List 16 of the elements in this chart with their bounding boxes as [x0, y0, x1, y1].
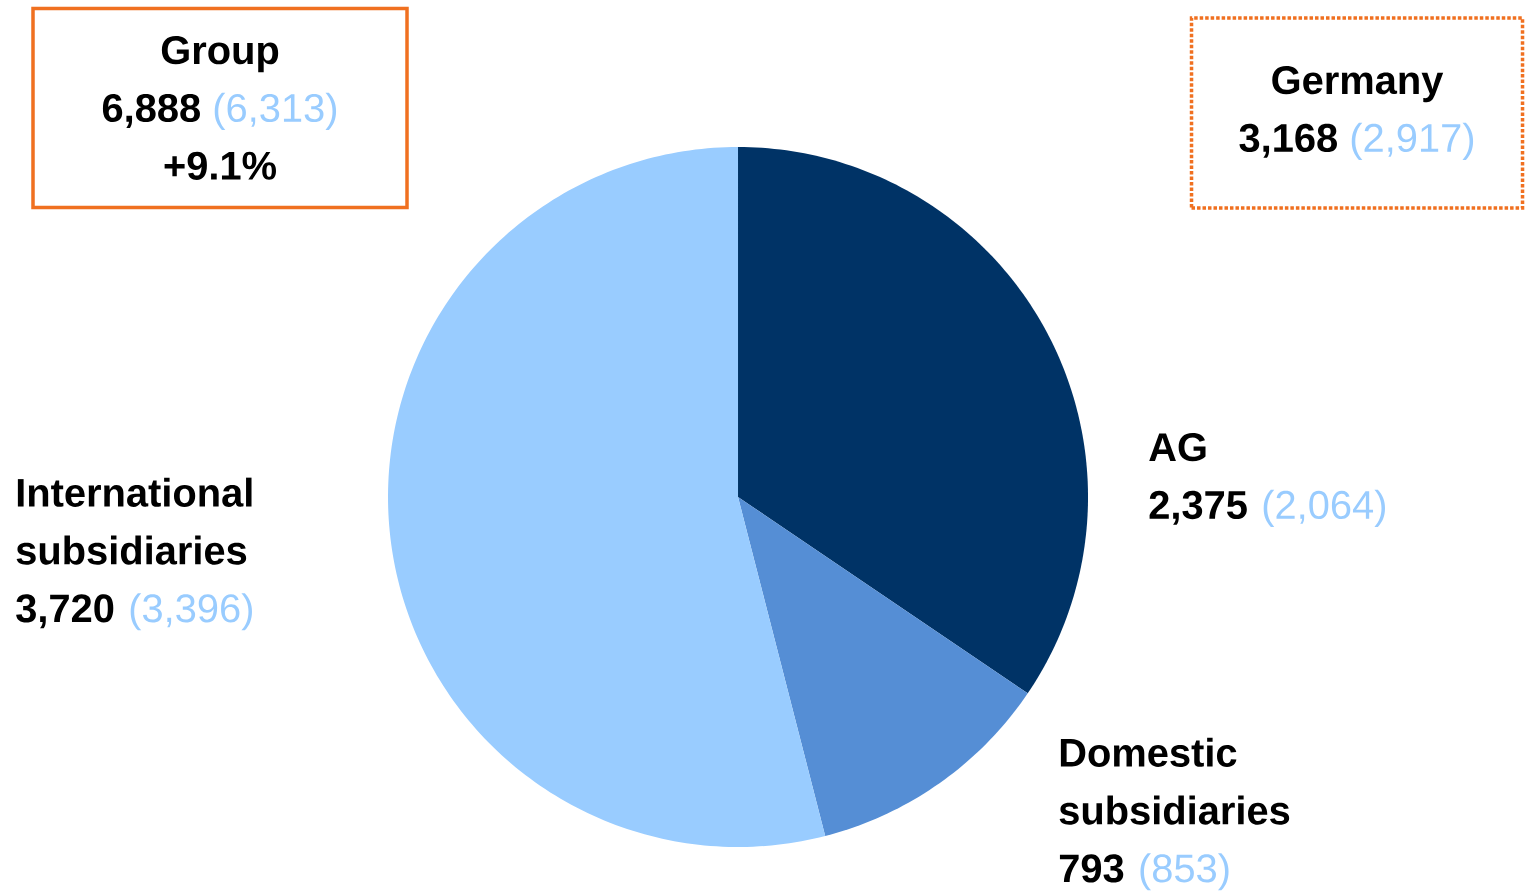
slice-label: International subsidiaries [16, 477, 252, 565]
data-label: 793 [1059, 854, 1124, 883]
text: Germany [1272, 66, 1444, 103]
slice-label: AG [1149, 433, 1206, 462]
text: 6,888 [102, 93, 200, 128]
text: +9.1% [164, 151, 276, 180]
text: 3,168 [1239, 123, 1337, 158]
data-label: 2,375 [1149, 490, 1247, 525]
slice-label: Domestic subsidiaries [1059, 737, 1290, 825]
text: Group [161, 36, 279, 73]
text: (3,396) [130, 593, 252, 631]
data-label: 3,720 [16, 594, 114, 629]
text: (6,313) [214, 92, 337, 130]
text: (2,917) [1351, 122, 1474, 160]
text: (2,064) [1263, 489, 1385, 527]
text: (853) [1140, 853, 1229, 891]
